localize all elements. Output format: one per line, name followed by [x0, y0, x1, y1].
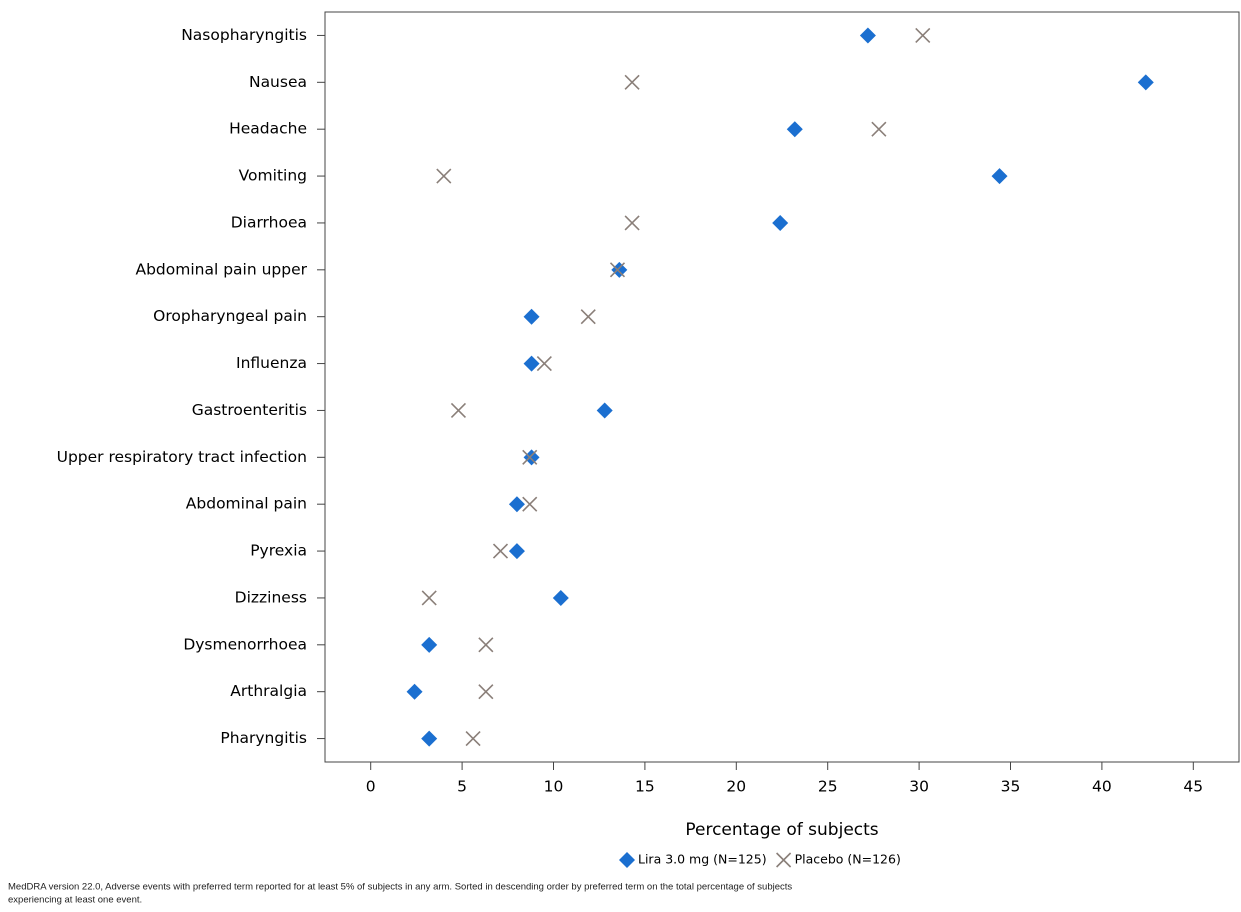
x-tick-label: 25	[818, 778, 838, 796]
placebo-point	[624, 215, 640, 231]
x-tick-label: 20	[726, 778, 746, 796]
lira-point	[523, 449, 540, 466]
legend-symbol	[619, 852, 635, 868]
placebo-point	[436, 168, 452, 184]
x-tick-label: 45	[1183, 778, 1203, 796]
placebo-point	[465, 730, 481, 747]
placebo-point	[478, 637, 494, 653]
lira-point	[508, 496, 525, 513]
y-tick-label: Vomiting	[239, 167, 307, 185]
placebo-point	[609, 262, 626, 278]
legend-symbol	[776, 852, 792, 868]
x-tick-label: 30	[909, 778, 929, 796]
y-tick-label: Abdominal pain	[186, 495, 307, 513]
footnote: experiencing at least one event.	[8, 895, 142, 906]
placebo-point	[580, 309, 596, 325]
x-tick-label: 15	[635, 778, 655, 796]
lira-point	[523, 308, 540, 325]
y-tick-label: Dizziness	[235, 588, 307, 606]
placebo-point	[478, 684, 494, 700]
lira-point	[786, 121, 803, 138]
legend-label: Placebo (N=126)	[795, 852, 901, 867]
y-tick-label: Gastroenteritis	[192, 401, 307, 419]
y-tick-label: Abdominal pain upper	[135, 260, 307, 278]
y-tick-label: Pyrexia	[250, 542, 307, 560]
lira-point	[406, 683, 423, 700]
lira-point	[991, 168, 1008, 185]
x-tick-label: 35	[1001, 778, 1021, 796]
y-tick-label: Oropharyngeal pain	[153, 307, 307, 325]
y-tick-label: Arthralgia	[230, 682, 307, 700]
placebo-point	[624, 74, 640, 90]
lira-point	[508, 543, 525, 560]
placebo-point	[522, 449, 538, 465]
lira-point	[1137, 74, 1154, 91]
y-tick-label: Influenza	[236, 354, 307, 372]
lira-point	[421, 636, 438, 653]
lira-point	[596, 402, 613, 419]
placebo-point	[421, 590, 437, 606]
placebo-point	[536, 355, 552, 372]
y-tick-label: Diarrhoea	[231, 213, 307, 231]
x-tick-label: 5	[457, 778, 467, 796]
plot-frame	[324, 11, 1240, 763]
lira-point	[611, 261, 628, 278]
placebo-point	[522, 496, 538, 512]
x-tick-label: 0	[366, 778, 376, 796]
x-tick-label: 40	[1092, 778, 1112, 796]
lira-point	[523, 355, 540, 372]
placebo-point	[492, 543, 509, 559]
lira-point	[421, 730, 438, 747]
y-tick-label: Headache	[229, 120, 307, 138]
y-tick-label: Nausea	[249, 73, 307, 91]
y-tick-label: Dysmenorrhoea	[183, 635, 307, 653]
legend-label: Lira 3.0 mg (N=125)	[638, 852, 767, 867]
footnote: MedDRA version 22.0, Adverse events with…	[8, 882, 792, 893]
placebo-point	[871, 121, 887, 137]
lira-point	[772, 214, 789, 231]
x-tick-label: 10	[544, 778, 564, 796]
y-tick-label: Pharyngitis	[220, 729, 307, 747]
placebo-point	[915, 27, 931, 44]
placebo-point	[450, 402, 467, 419]
lira-point	[552, 589, 569, 606]
y-tick-label: Nasopharyngitis	[181, 26, 307, 44]
x-axis-title: Percentage of subjects	[685, 820, 878, 840]
y-tick-label: Upper respiratory tract infection	[57, 448, 307, 466]
lira-point	[859, 27, 876, 44]
